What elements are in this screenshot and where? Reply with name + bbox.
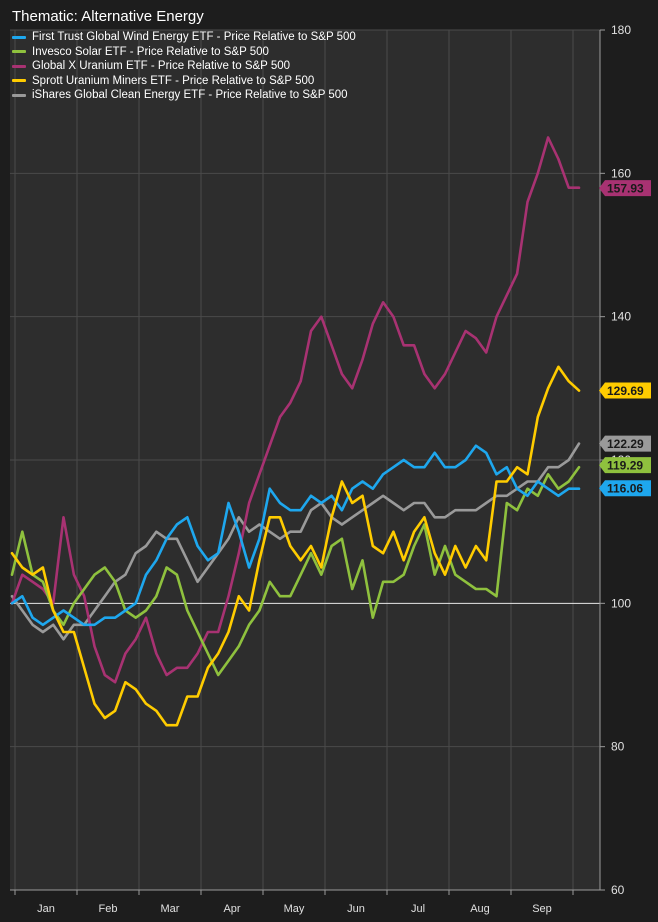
x-tick-label: Feb — [99, 903, 118, 915]
x-tick-label: Jul — [411, 903, 425, 915]
legend-swatch — [12, 50, 26, 54]
y-axis: 6080100120140160180 — [599, 23, 631, 897]
x-tick-label: May — [284, 903, 305, 915]
legend-label: Invesco Solar ETF - Price Relative to S&… — [32, 45, 269, 58]
value-tag — [599, 457, 651, 474]
series-line-4 — [10, 442, 581, 641]
value-tag — [599, 480, 651, 497]
legend-swatch — [12, 35, 26, 39]
value-tag — [599, 382, 651, 399]
y-tick-label: 160 — [611, 166, 631, 180]
value-tag — [599, 180, 651, 197]
y-tick-label: 100 — [611, 596, 631, 610]
x-tick-label: Sep — [532, 903, 552, 915]
legend-label: First Trust Global Wind Energy ETF - Pri… — [32, 31, 356, 44]
x-tick-label: Jan — [37, 903, 55, 915]
value-tag-label: 116.06 — [607, 482, 643, 496]
series-line-1 — [10, 465, 581, 677]
legend-label: Global X Uranium ETF - Price Relative to… — [32, 60, 291, 73]
chart-legend: First Trust Global Wind Energy ETF - Pri… — [12, 30, 356, 103]
value-tag-label: 122.29 — [607, 437, 644, 451]
legend-item: Sprott Uranium Miners ETF - Price Relati… — [12, 74, 356, 89]
series-line-0 — [10, 444, 581, 627]
x-tick-label: Mar — [161, 903, 180, 915]
y-tick-label: 60 — [611, 883, 625, 897]
legend-swatch — [12, 79, 26, 83]
x-tick-label: Jun — [347, 903, 365, 915]
value-tag — [599, 435, 651, 452]
series-line-3 — [10, 365, 581, 727]
value-tag-label: 129.69 — [607, 384, 644, 398]
legend-swatch — [12, 93, 26, 97]
x-axis: Jan Feb Mar Apr May Jun Jul Aug Sep — [10, 889, 600, 915]
last-value-tags: 116.06 119.29 157.93 129.69 122.29 — [599, 180, 651, 497]
legend-swatch — [12, 64, 26, 68]
value-tag-label: 119.29 — [607, 459, 643, 473]
gridlines — [10, 29, 600, 891]
series-lines — [10, 136, 581, 727]
chart-title: Thematic: Alternative Energy — [12, 8, 204, 25]
series-line-2 — [10, 136, 581, 684]
value-tag-label: 157.93 — [607, 182, 644, 196]
legend-item: Invesco Solar ETF - Price Relative to S&… — [12, 45, 356, 60]
x-tick-label: Aug — [470, 903, 490, 915]
y-tick-label: 80 — [611, 740, 625, 754]
legend-item: First Trust Global Wind Energy ETF - Pri… — [12, 30, 356, 45]
legend-item: iShares Global Clean Energy ETF - Price … — [12, 88, 356, 103]
legend-label: iShares Global Clean Energy ETF - Price … — [32, 89, 348, 102]
y-tick-label: 140 — [611, 310, 631, 324]
legend-label: Sprott Uranium Miners ETF - Price Relati… — [32, 74, 315, 87]
y-tick-label: 180 — [611, 23, 631, 37]
legend-item: Global X Uranium ETF - Price Relative to… — [12, 59, 356, 74]
x-tick-label: Apr — [223, 903, 240, 915]
